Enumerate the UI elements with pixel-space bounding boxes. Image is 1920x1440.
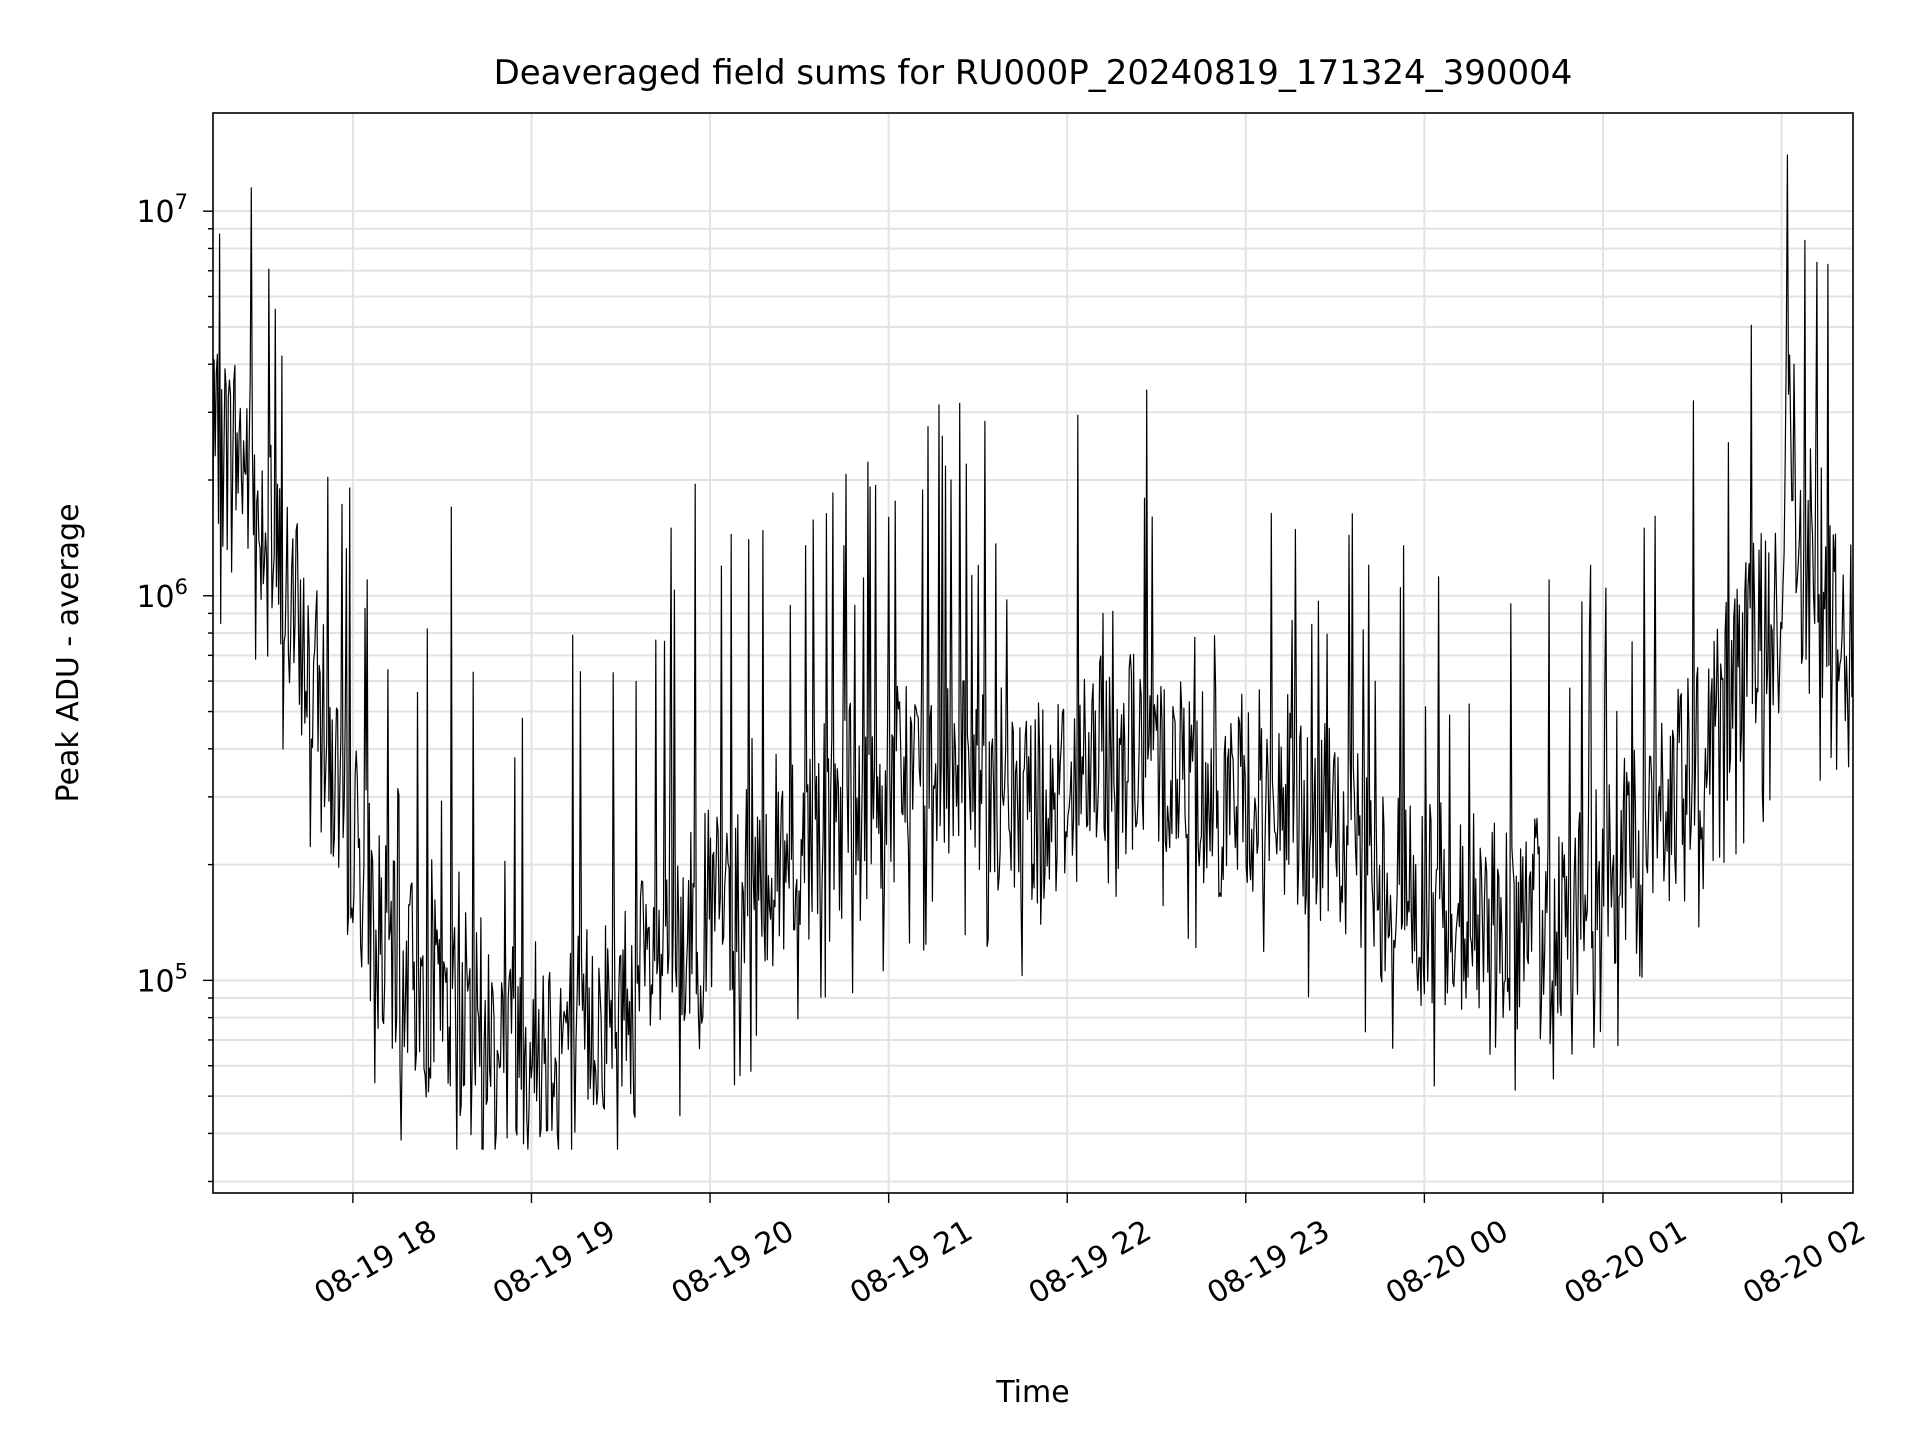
x-tick-label: 08-19 18 — [309, 1214, 443, 1312]
x-tick-label: 08-20 00 — [1380, 1214, 1514, 1312]
plot-frame — [212, 112, 1854, 1194]
y-tick-label: 105 — [136, 959, 188, 999]
series-layer — [212, 154, 1854, 1150]
x-tick-label: 08-19 23 — [1201, 1214, 1335, 1312]
grid — [213, 113, 1853, 1193]
y-tick-label: 106 — [136, 575, 188, 615]
series-line — [212, 154, 1854, 1150]
y-tick-label: 107 — [136, 190, 188, 230]
chart-title: Deaveraged field sums for RU000P_2024081… — [494, 53, 1573, 93]
x-tick-label: 08-19 19 — [487, 1214, 621, 1312]
x-axis-label: Time — [995, 1375, 1069, 1410]
y-axis-label: Peak ADU - average — [51, 503, 86, 802]
axis-ticks: 105 106 107 08-19 18 08-19 19 08-19 20 08-19 2… — [136, 190, 1871, 1311]
x-tick-label: 08-19 22 — [1023, 1214, 1157, 1312]
x-tick-label: 08-19 21 — [844, 1214, 978, 1312]
x-tick-label: 08-20 01 — [1559, 1214, 1693, 1312]
x-tick-label: 08-20 02 — [1737, 1214, 1871, 1312]
x-tick-label: 08-19 20 — [666, 1214, 800, 1312]
